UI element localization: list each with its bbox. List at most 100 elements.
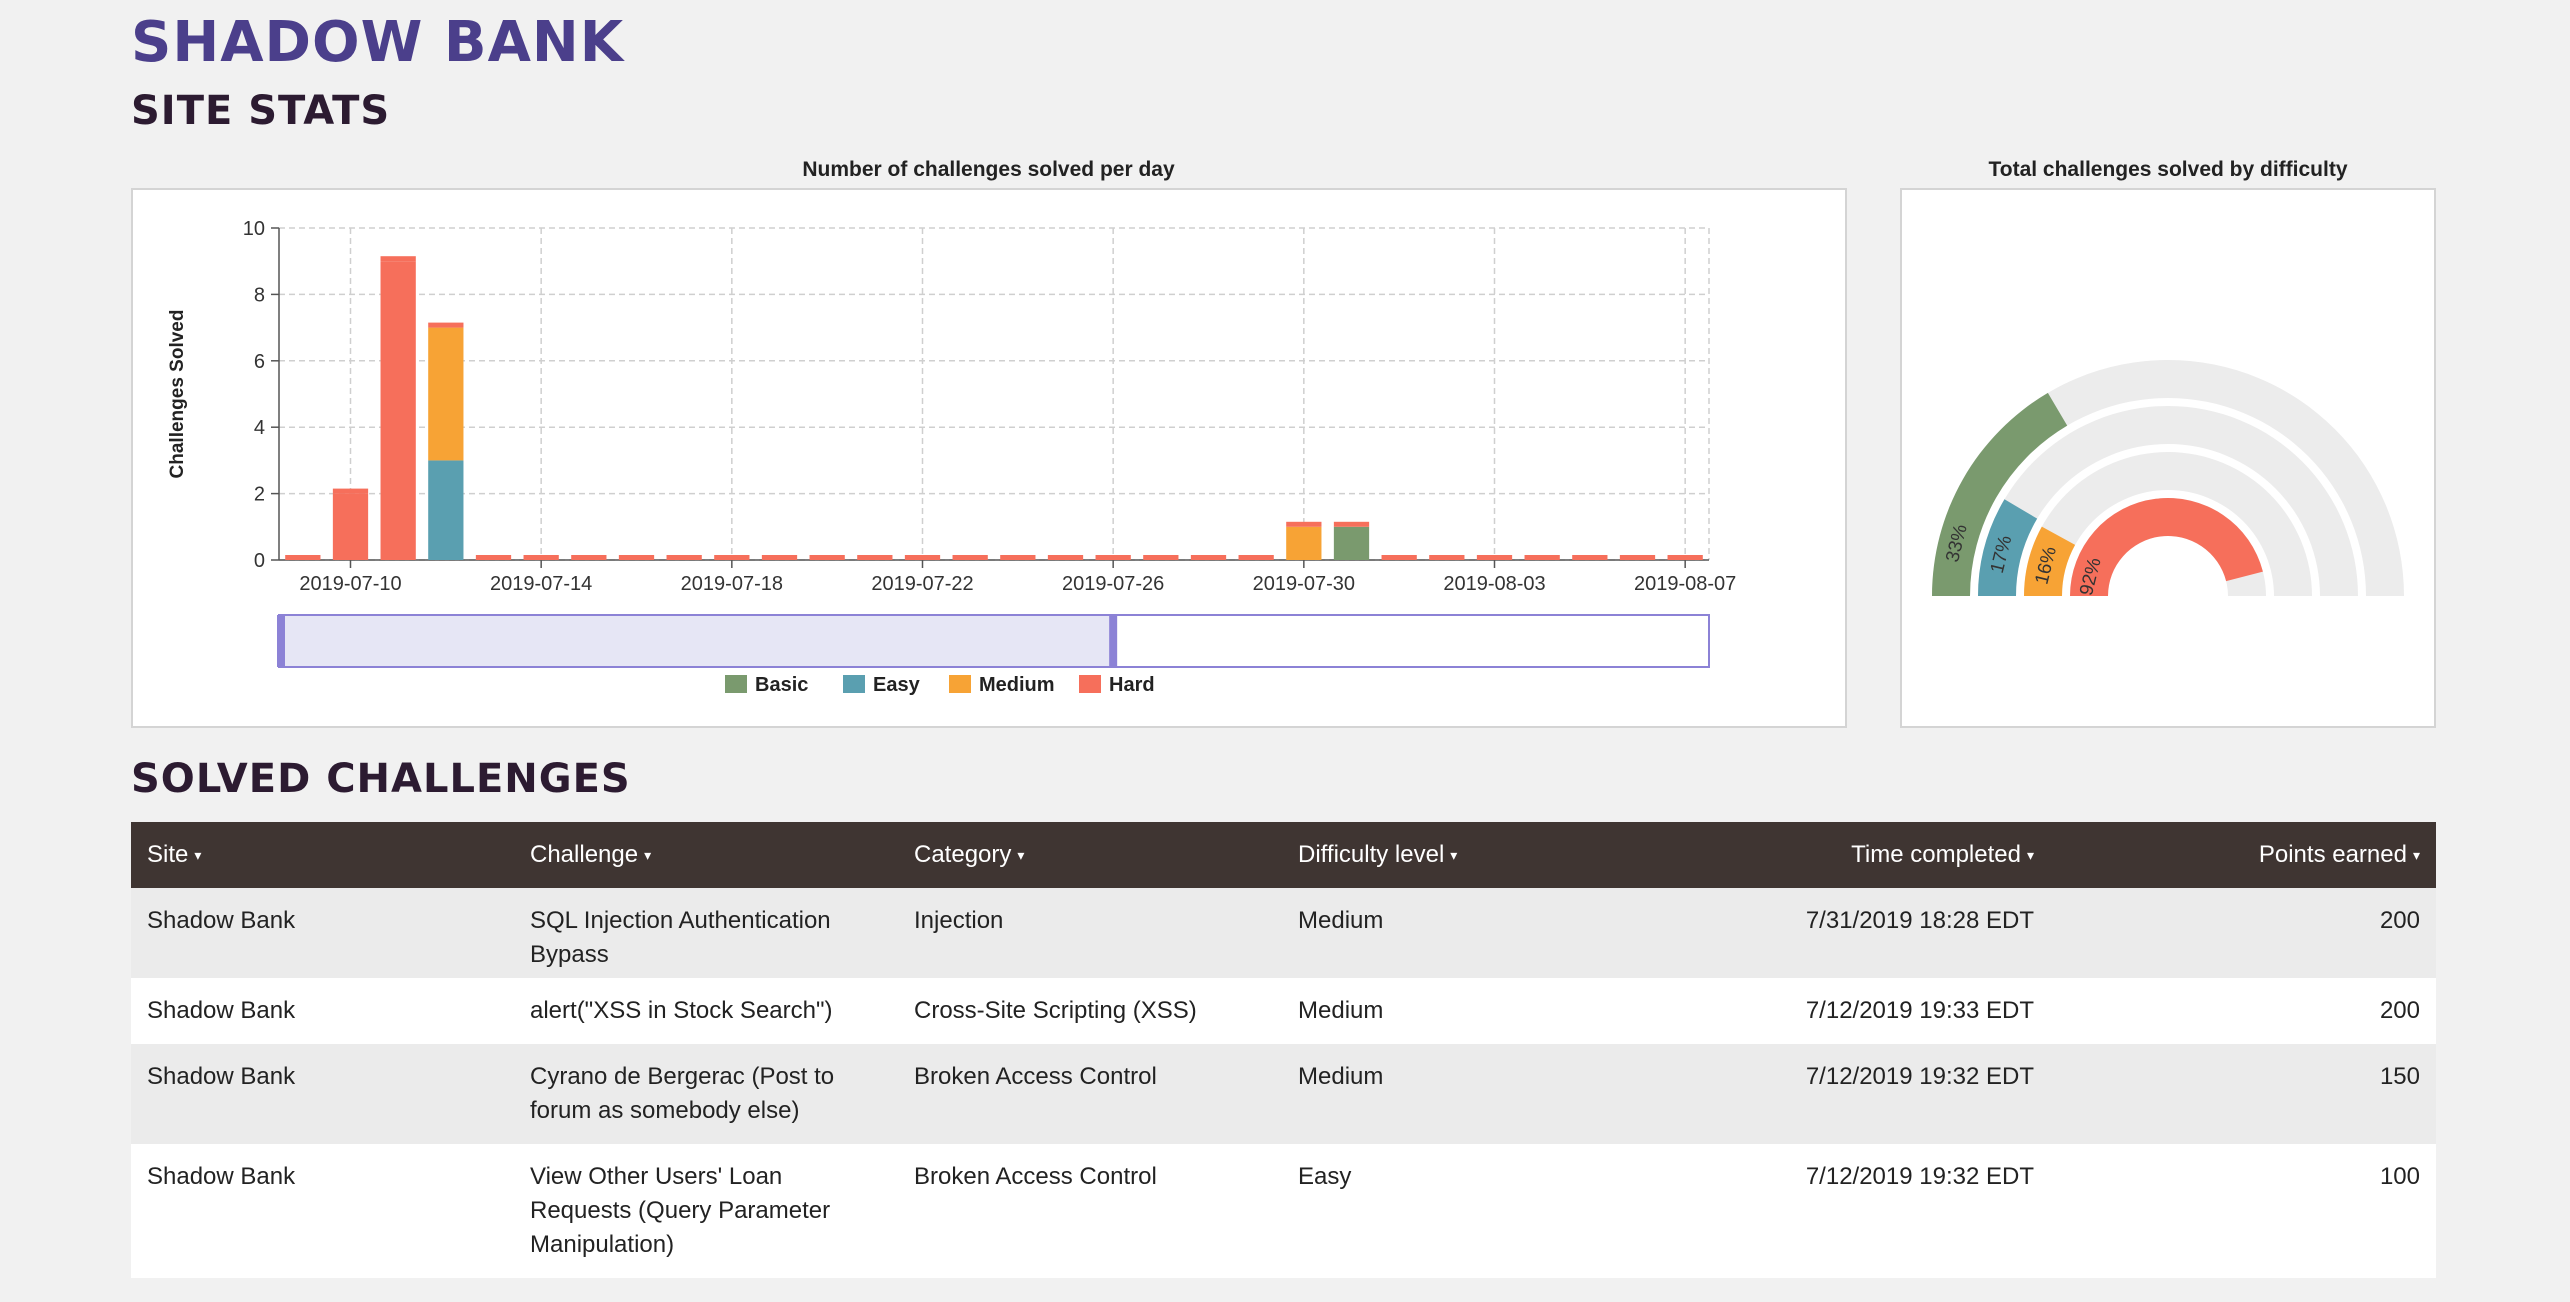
bar-cap-2019-08-01 [1381,555,1417,560]
bar-hard-2019-07-11 [380,261,416,560]
range-brush-handle-right[interactable] [1109,615,1118,667]
bar-cap-2019-07-15 [571,555,607,560]
bar-cap-2019-07-14 [523,555,559,560]
y-tick-label: 2 [254,484,265,506]
x-tick-label: 2019-07-14 [490,573,592,595]
sort-caret-icon[interactable]: ▾ [194,847,202,864]
legend-swatch-medium[interactable] [949,675,971,693]
bar-cap-2019-07-30 [1286,521,1322,527]
cell-points-earned: 100 [2379,1163,2420,1190]
range-brush-selection[interactable] [278,614,1115,668]
sort-caret-icon[interactable]: ▾ [1017,847,1025,864]
bar-chart-panel: 0 2 4 6 8 10 2019-07-10 2019-07-14 2019-07-18 201… [131,188,1847,728]
cell-points-earned: 200 [2379,997,2420,1024]
bar-cap-2019-08-02 [1429,555,1465,560]
legend-swatch-easy[interactable] [843,675,865,693]
bar-cap-2019-07-21 [857,555,893,560]
bar-easy-2019-07-12 [428,460,464,560]
bar-cap-2019-07-31 [1333,521,1370,527]
site-stats-heading: SITE STATS [131,88,391,134]
bar-chart-title: Number of challenges solved per day [802,158,1175,181]
table-row[interactable]: Shadow Bank Cyrano de Bergerac (Post to f… [131,1044,2436,1144]
column-header-label: Points earned [2258,841,2407,868]
column-header-label: Category [914,841,1012,868]
column-header-points-earned[interactable]: Points earned ▾ [2050,822,2436,888]
sort-caret-icon[interactable]: ▾ [2026,847,2034,864]
table-row[interactable]: Shadow Bank View Other Users' Loan Reques… [131,1144,2436,1278]
legend-label-basic[interactable]: Basic [755,674,808,696]
y-tick-label: 10 [243,218,265,240]
legend-swatch-hard[interactable] [1079,675,1101,693]
donut-chart: 33% 17% 16% 92% [1932,360,2404,598]
bar-cap-2019-07-10 [332,488,369,494]
bar-cap-2019-08-05 [1572,555,1608,560]
x-tick-label: 2019-08-07 [1634,573,1736,595]
legend-label-hard[interactable]: Hard [1109,674,1155,696]
cell-category: Injection [914,907,1004,934]
legend-label-medium[interactable]: Medium [979,674,1055,696]
bar-cap-2019-07-24 [1000,555,1036,560]
legend-swatch-basic[interactable] [725,675,747,693]
solved-challenges-table: Site ▾ Challenge ▾ Category ▾ Difficulty level… [131,822,2436,1278]
x-tick-label: 2019-08-03 [1443,573,1545,595]
cell-difficulty-level: Medium [1298,997,1384,1024]
bar-cap-2019-07-11 [380,256,416,262]
x-tick-label: 2019-07-10 [299,573,401,595]
column-header-label: Challenge [530,841,639,868]
bar-medium-2019-07-12 [428,327,464,461]
sort-caret-icon[interactable]: ▾ [644,847,652,864]
ring-easy [1978,499,2038,596]
cell-category: Broken Access Control [914,1063,1157,1090]
legend-label-easy[interactable]: Easy [873,674,921,696]
cell-points-earned: 150 [2379,1063,2420,1090]
cell-site: Shadow Bank [147,907,296,934]
brand-title: SHADOW BANK [131,10,625,75]
bar-cap-2019-07-26 [1095,555,1131,560]
ring-medium [2024,526,2076,596]
bar-cap-2019-07-22 [904,555,941,560]
column-header-challenge[interactable]: Challenge ▾ [514,822,898,888]
x-tick-label: 2019-07-18 [681,573,783,595]
y-tick-label: 6 [254,351,265,373]
sort-caret-icon[interactable]: ▾ [1450,847,1458,864]
cell-site: Shadow Bank [147,1163,296,1190]
x-tick-label: 2019-07-26 [1062,573,1164,595]
cell-time-completed: 7/12/2019 19:32 EDT [1805,1163,2034,1190]
column-header-site[interactable]: Site ▾ [131,822,514,888]
bar-cap-2019-08-04 [1524,555,1560,560]
column-header-category[interactable]: Category ▾ [898,822,1282,888]
cell-points-earned: 200 [2379,907,2420,934]
cell-category: Broken Access Control [914,1163,1157,1190]
bar-cap-2019-07-09 [285,555,321,560]
x-tick-label: 2019-07-22 [871,573,973,595]
cell-time-completed: 7/12/2019 19:32 EDT [1805,1063,2034,1090]
sort-caret-icon[interactable]: ▾ [2412,847,2420,864]
bar-medium-2019-07-30 [1286,526,1322,560]
cell-difficulty-level: Medium [1298,907,1384,934]
donut-chart-panel: 33% 17% 16% 92% [1900,188,2436,728]
solved-challenges-heading: SOLVED CHALLENGES [131,756,631,802]
bar-cap-2019-07-20 [809,555,845,560]
table-row[interactable]: Shadow Bank SQL Injection Authentication … [131,888,2436,978]
bar-cap-2019-07-16 [618,555,655,560]
cell-time-completed: 7/12/2019 19:33 EDT [1805,997,2034,1024]
cell-difficulty-level: Easy [1298,1163,1352,1190]
cell-time-completed: 7/31/2019 18:28 EDT [1805,907,2034,934]
cell-challenge: SQL Injection Authentication Bypass [530,907,831,968]
bar-cap-2019-07-25 [1047,555,1084,560]
donut-chart-title: Total challenges solved by difficulty [1988,158,2348,181]
bar-cap-2019-07-29 [1238,555,1274,560]
column-header-difficulty-level[interactable]: Difficulty level ▾ [1282,822,1666,888]
y-tick-label: 8 [254,284,265,306]
range-brush-handle-left[interactable] [277,615,285,667]
table-row[interactable]: Shadow Bank alert("XSS in Stock Search") C… [131,978,2436,1044]
column-header-time-completed[interactable]: Time completed ▾ [1666,822,2050,888]
bar-cap-2019-08-06 [1619,555,1656,560]
bar-chart: 0 2 4 6 8 10 2019-07-10 2019-07-14 2019-07-18 201… [167,218,1736,696]
bar-cap-2019-07-18 [714,555,750,560]
bar-cap-2019-07-19 [761,555,798,560]
cell-challenge: View Other Users' Loan Requests (Query P… [530,1163,831,1258]
column-header-label: Time completed [1851,841,2021,868]
solved-challenges-table-wrap: Site ▾ Challenge ▾ Category ▾ Difficulty level… [131,822,2436,1278]
y-tick-label: 4 [254,417,265,439]
